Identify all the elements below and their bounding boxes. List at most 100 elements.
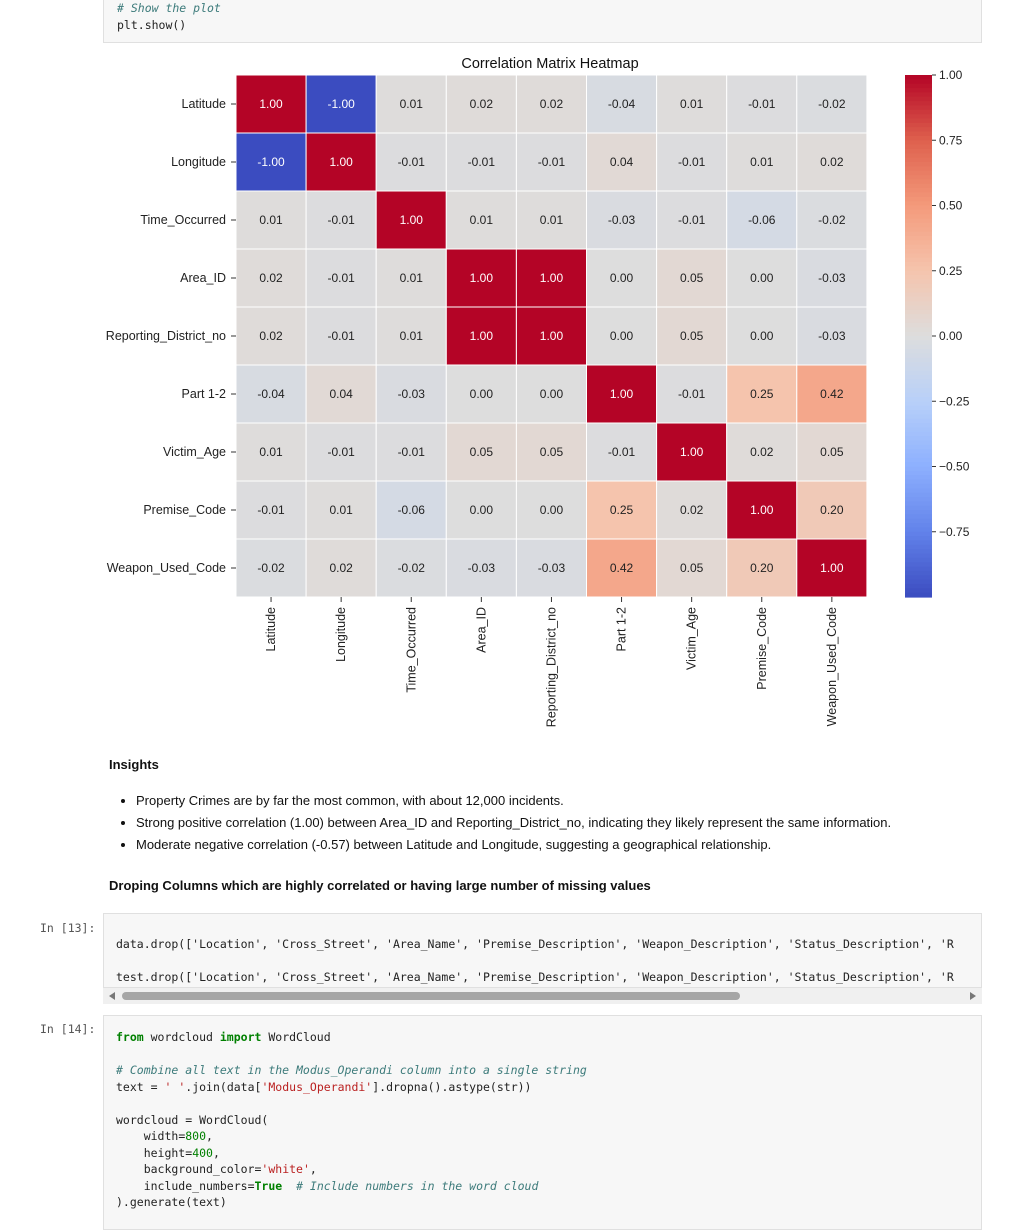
colorbar-segment <box>905 153 932 159</box>
colorbar-segment <box>905 148 932 154</box>
colorbar-segment <box>905 283 932 289</box>
heatmap-cell <box>445 480 517 540</box>
cell-value-label: -0.01 <box>398 155 426 169</box>
colorbar-segment <box>905 383 932 389</box>
colorbar-segment <box>905 379 932 385</box>
cell-value-label: 0.01 <box>470 213 494 227</box>
heatmap-cell <box>375 74 447 134</box>
x-tick-label: Reporting_District_no <box>544 607 558 727</box>
x-tick-label: Time_Occurred <box>404 607 418 693</box>
colorbar-segment <box>905 305 932 311</box>
cell-value-label: 0.02 <box>470 97 494 111</box>
y-tick-label: Victim_Age <box>163 445 226 459</box>
cell-value-label: 1.00 <box>470 329 494 343</box>
cell-value-label: -0.01 <box>748 97 776 111</box>
colorbar-segment <box>905 510 932 515</box>
colorbar-segment <box>905 457 932 463</box>
colorbar-segment <box>905 192 932 198</box>
colorbar-segment <box>905 449 932 455</box>
heatmap-cell <box>515 422 588 482</box>
scroll-left-icon[interactable] <box>109 992 115 1000</box>
colorbar-segment <box>905 431 932 437</box>
y-tick-label: Area_ID <box>180 271 226 285</box>
colorbar-segment <box>905 466 932 472</box>
colorbar-segment <box>905 488 932 494</box>
heatmap-cell <box>796 480 868 540</box>
cell-value-label: 0.00 <box>470 387 494 401</box>
cell-value-label: 1.00 <box>470 271 494 285</box>
heatmap-cell <box>726 364 798 424</box>
colorbar-segment <box>905 105 932 111</box>
insights-heading: Insights <box>109 757 159 772</box>
colorbar-segment <box>905 366 932 372</box>
colorbar-segment <box>905 409 932 415</box>
x-tick-label: Weapon_Used_Code <box>825 607 839 726</box>
y-tick-label: Latitude <box>182 97 227 111</box>
cell-value-label: -0.03 <box>608 213 636 227</box>
colorbar-segment <box>905 423 932 428</box>
heatmap-cell <box>235 538 307 598</box>
colorbar-segment <box>905 483 932 489</box>
code-cell-show-plot[interactable]: # Show the plot plt.show() <box>103 0 982 43</box>
heatmap-cell <box>726 74 798 134</box>
colorbar-segment <box>905 218 932 224</box>
heatmap-cell <box>515 480 588 540</box>
cell-value-label: -1.00 <box>257 155 285 169</box>
x-tick-label: Latitude <box>264 607 278 652</box>
colorbar-segment <box>905 514 932 520</box>
cell-value-label: 0.02 <box>259 271 283 285</box>
heatmap-cell <box>235 306 307 366</box>
heatmap-cell <box>796 306 868 366</box>
colorbar-segment <box>905 179 932 185</box>
colorbar-segment <box>905 127 932 133</box>
cell-value-label: 0.01 <box>259 213 283 227</box>
colorbar-segment <box>905 436 932 441</box>
heatmap-cell <box>796 248 868 308</box>
cell-value-label: 0.01 <box>329 503 353 517</box>
scroll-right-icon[interactable] <box>970 992 976 1000</box>
cell-value-label: -0.01 <box>327 329 355 343</box>
colorbar-segment <box>905 414 932 420</box>
colorbar-segment <box>905 296 932 302</box>
cell-value-label: -1.00 <box>327 97 355 111</box>
heatmap-cell <box>445 306 517 366</box>
colorbar-segment <box>905 75 932 80</box>
heatmap-cell <box>445 538 517 598</box>
heatmap-cell <box>235 248 307 308</box>
scrollbar-thumb[interactable] <box>122 992 740 1000</box>
colorbar-segment <box>905 257 932 263</box>
colorbar-segment <box>905 140 932 146</box>
colorbar-segment <box>905 470 932 476</box>
x-tick-label: Victim_Age <box>685 607 699 670</box>
cell-value-label: -0.01 <box>327 271 355 285</box>
colorbar-segment <box>905 231 932 237</box>
colorbar-segment <box>905 496 932 502</box>
colorbar-segment <box>905 201 932 207</box>
colorbar-segment <box>905 214 932 220</box>
colorbar-segment <box>905 131 932 137</box>
colorbar-segment <box>905 518 932 524</box>
colorbar-segment <box>905 349 932 354</box>
colorbar-segment <box>905 92 932 98</box>
colorbar-segment <box>905 249 932 254</box>
colorbar-segment <box>905 205 932 211</box>
heatmap-cell <box>305 538 377 598</box>
heatmap-cell <box>375 480 447 540</box>
code-cell-14[interactable]: from wordcloud import WordCloud # Combin… <box>103 1015 982 1230</box>
code-line: data.drop(['Location', 'Cross_Street', '… <box>116 937 954 951</box>
colorbar-segment <box>905 353 932 359</box>
colorbar-segment <box>905 170 932 176</box>
colorbar-segment <box>905 592 932 598</box>
horizontal-scrollbar[interactable] <box>103 988 982 1004</box>
colorbar-segment <box>905 544 932 550</box>
heatmap-cell <box>235 132 307 192</box>
colorbar-tick-label: 0.50 <box>939 199 963 213</box>
colorbar-segment <box>905 292 932 298</box>
cell-prompt: In [13]: <box>40 921 96 935</box>
cell-value-label: -0.03 <box>468 561 496 575</box>
cell-value-label: 0.42 <box>610 561 634 575</box>
colorbar-segment <box>905 536 932 542</box>
x-tick-label: Area_ID <box>474 607 488 653</box>
code-cell-13[interactable]: data.drop(['Location', 'Cross_Street', '… <box>103 913 982 988</box>
colorbar-segment <box>905 575 932 581</box>
